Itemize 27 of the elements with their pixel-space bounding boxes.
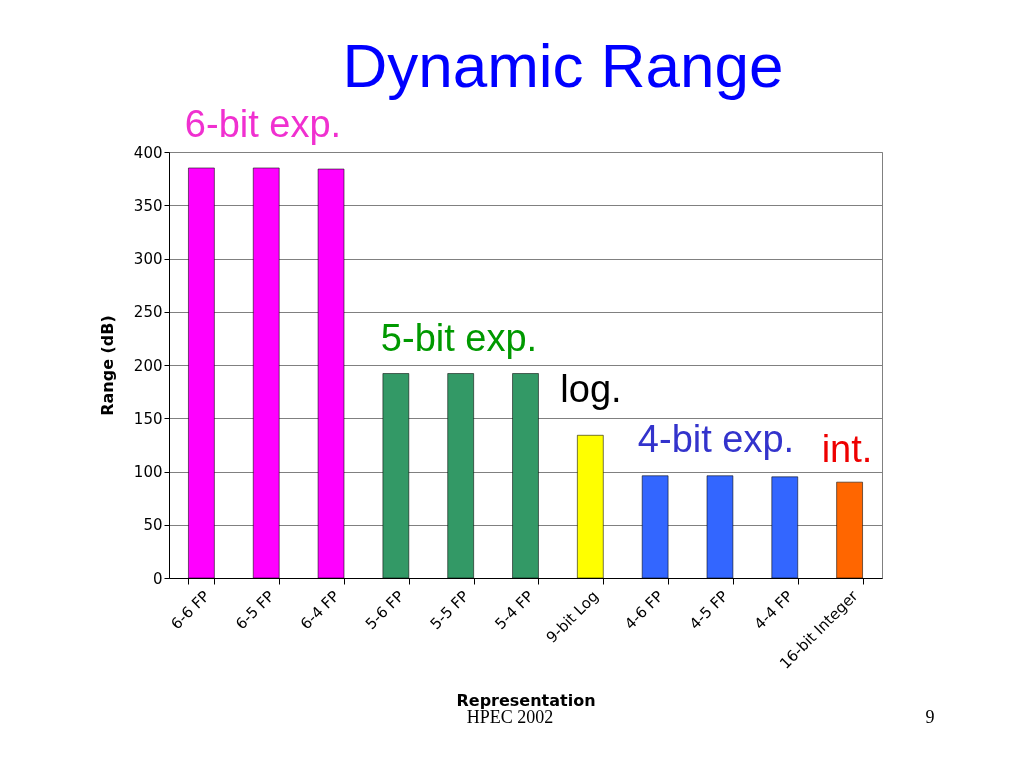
annotation: 4-bit exp. [637,418,795,460]
y-tick-label: 400 [133,143,163,162]
x-tick-label: 5-6 FP [361,587,408,634]
x-tick-label: 6-6 FP [167,587,214,634]
x-tick-label: 4-4 FP [750,587,797,634]
text: 6-bit exp. [184,103,342,145]
y-axis-title: Range (dB) [97,315,117,416]
text: 9 [925,707,935,727]
x-tick-label: 6-4 FP [296,587,343,634]
x-tick-label: 4-6 FP [621,587,667,634]
annotation: int. [821,428,873,470]
y-tick-label: 200 [133,356,163,375]
x-tick-label: 6-5 FP [232,587,279,634]
y-tick-label: 50 [143,516,163,535]
annotation: 5-bit exp. [380,317,538,359]
y-tick-label: 0 [152,569,163,588]
y-tick-label: 350 [133,196,163,215]
y-tick-label: 150 [133,409,163,428]
x-tick-label: 5-4 FP [491,587,538,634]
x-axis-title: Representation [456,690,596,710]
annotation: log. [560,368,622,410]
x-tick-label: 5-5 FP [426,587,473,634]
x-tick-label: 4-5 FP [685,587,732,634]
y-tick-label: 300 [133,250,163,268]
y-tick-label: 250 [133,303,163,322]
y-tick-label: 100 [133,463,163,481]
chart-title: Dynamic Range [342,31,784,100]
